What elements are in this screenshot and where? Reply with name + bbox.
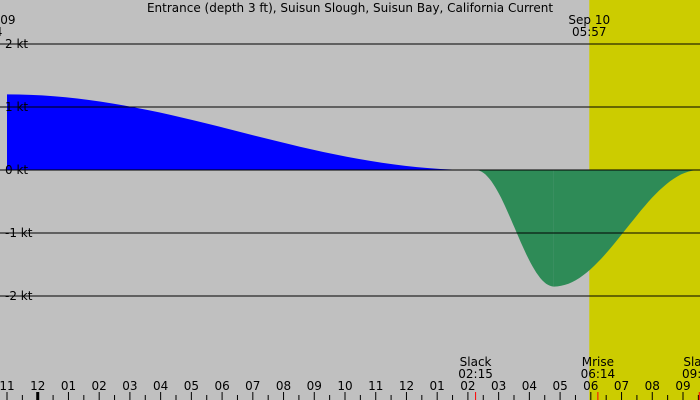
event-time-label: 09:32 [682, 367, 700, 381]
gridlines [0, 43, 700, 297]
flood-area [7, 94, 476, 170]
y-axis-tick-labels: 2 kt 1 kt 0 kt -1 kt -2 kt [5, 37, 33, 303]
y-tick-label: -1 kt [5, 226, 33, 240]
chart-title: Entrance (depth 3 ft), Suisun Slough, Su… [147, 1, 553, 15]
event-time-label: 06:14 [581, 367, 616, 381]
hour-tick-label: 07 [245, 379, 260, 393]
hour-tick-label: 05 [552, 379, 567, 393]
hour-tick-label: 05 [184, 379, 199, 393]
top-date-label: Sep 10 [568, 13, 610, 27]
hour-tick-label: 09 [675, 379, 690, 393]
hour-tick-label: 12 [399, 379, 414, 393]
hour-tick-label: 04 [153, 379, 168, 393]
hour-tick-label: 07 [614, 379, 629, 393]
y-tick-label: -2 kt [5, 289, 33, 303]
y-tick-label: 0 kt [5, 163, 28, 177]
hour-tick-label: 11 [0, 379, 15, 393]
hour-tick-label: 02 [460, 379, 475, 393]
y-tick-label: 1 kt [5, 100, 28, 114]
hour-tick-label: 10 [337, 379, 352, 393]
top-date-label: Sep 09 [0, 13, 16, 27]
hour-tick-label: 04 [522, 379, 537, 393]
y-tick-label: 2 kt [5, 37, 28, 51]
hour-tick-label: 08 [276, 379, 291, 393]
hour-tick-label: 12 [30, 379, 45, 393]
event-name-label: Slack [460, 355, 492, 369]
hour-tick-label: 11 [368, 379, 383, 393]
event-labels: Slack02:15Mrise06:14Slack09:32Slack15:30… [458, 355, 700, 381]
hour-tick-label: 08 [645, 379, 660, 393]
top-time-label: 44 [0, 25, 2, 39]
event-name-label: Slack [683, 355, 700, 369]
hour-tick-label: 06 [214, 379, 229, 393]
ebb-area [553, 170, 700, 287]
event-time-label: 02:15 [458, 367, 493, 381]
hour-tick-label: 01 [61, 379, 76, 393]
top-time-label: 05:57 [572, 25, 607, 39]
hour-tick-label: 09 [307, 379, 322, 393]
ebb-area [475, 170, 554, 287]
hour-tick-label: 02 [92, 379, 107, 393]
hour-tick-label: 03 [122, 379, 137, 393]
event-name-label: Mrise [582, 355, 614, 369]
hour-tick-label: 06 [583, 379, 598, 393]
hour-tick-label: 01 [430, 379, 445, 393]
hour-axis: 11 12 01 02 03 04 05 06 07 08 09 10 11 12 01 02 03 04 05 06… [0, 379, 700, 400]
hour-tick-label: 03 [491, 379, 506, 393]
